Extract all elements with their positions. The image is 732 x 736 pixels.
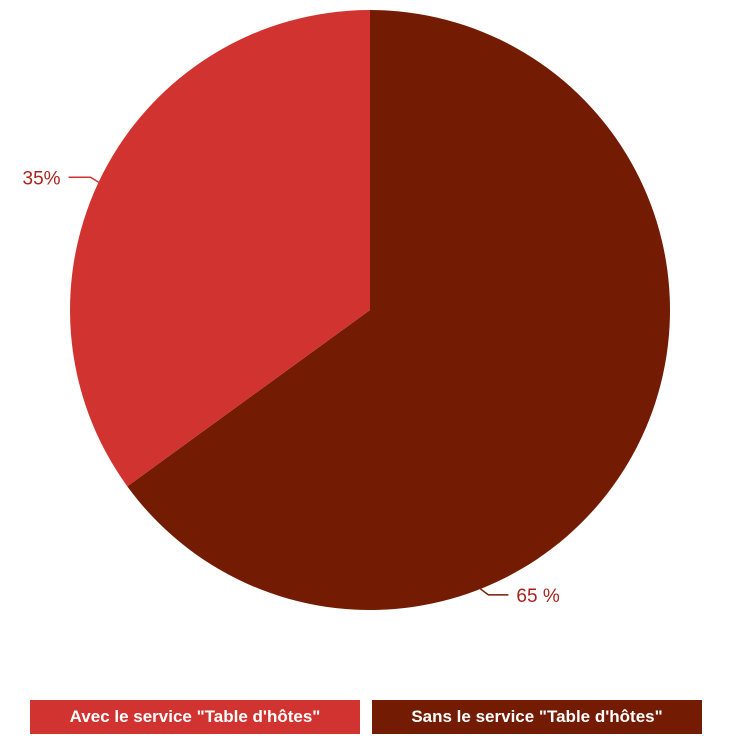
- legend: Avec le service "Table d'hôtes" Sans le …: [0, 700, 732, 734]
- slice-label-1: 65 %: [516, 586, 559, 607]
- legend-item-avec: Avec le service "Table d'hôtes": [30, 700, 360, 734]
- leader-line-0: [68, 176, 99, 183]
- legend-item-sans: Sans le service "Table d'hôtes": [372, 700, 702, 734]
- pie-chart: 65 % 35%: [23, 10, 671, 611]
- pie-slice-1: [127, 10, 671, 611]
- pie-slice-0: [70, 10, 370, 487]
- slice-label-0: 35%: [23, 168, 61, 189]
- leader-line-1: [479, 588, 509, 596]
